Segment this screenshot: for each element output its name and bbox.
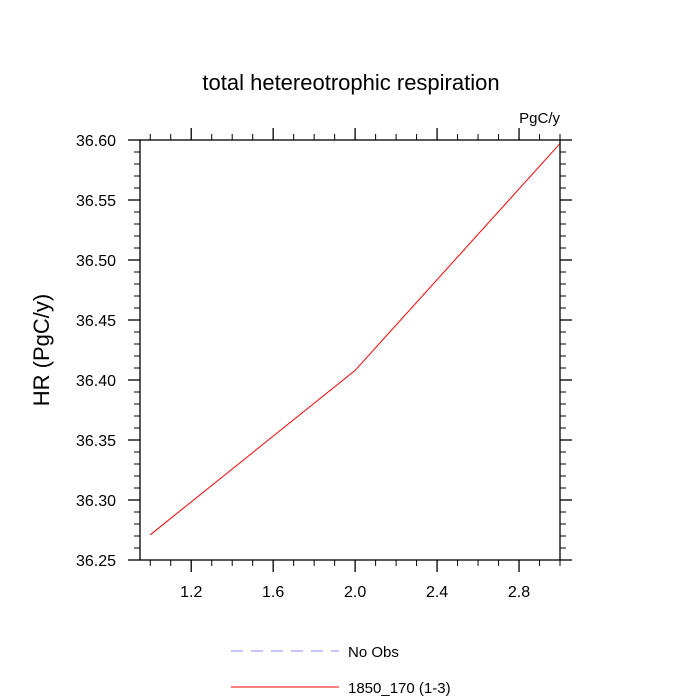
y-tick-label: 36.60 bbox=[76, 133, 116, 150]
tick-labels: 1.2 1.6 2.0 2.4 2.8 36.25 36.30 36.35 36.40 36.45… bbox=[76, 133, 530, 601]
y-tick-label: 36.40 bbox=[76, 373, 116, 390]
y-tick-label: 36.35 bbox=[76, 433, 116, 450]
x-tick-label: 2.8 bbox=[508, 584, 530, 601]
units-label: PgC/y bbox=[519, 110, 560, 127]
y-axis-label: HR (PgC/y) bbox=[29, 294, 54, 406]
y-tick-label: 36.25 bbox=[76, 553, 116, 570]
x-tick-label: 1.6 bbox=[262, 584, 284, 601]
legend: No Obs 1850_170 (1-3) bbox=[231, 644, 451, 697]
y-tick-label: 36.30 bbox=[76, 493, 116, 510]
y-tick-label: 36.50 bbox=[76, 253, 116, 270]
chart-title: total hetereotrophic respiration bbox=[202, 70, 499, 95]
plot-frame bbox=[139, 139, 561, 561]
x-tick-label: 2.4 bbox=[426, 584, 448, 601]
axis-ticks bbox=[128, 128, 572, 572]
x-tick-label: 1.2 bbox=[180, 584, 202, 601]
legend-label: No Obs bbox=[348, 644, 399, 661]
series-line bbox=[149, 143, 561, 536]
legend-label: 1850_170 (1-3) bbox=[348, 680, 451, 697]
y-tick-label: 36.55 bbox=[76, 193, 116, 210]
y-tick-label: 36.45 bbox=[76, 313, 116, 330]
x-tick-label: 2.0 bbox=[344, 584, 366, 601]
series-layer bbox=[149, 143, 561, 536]
